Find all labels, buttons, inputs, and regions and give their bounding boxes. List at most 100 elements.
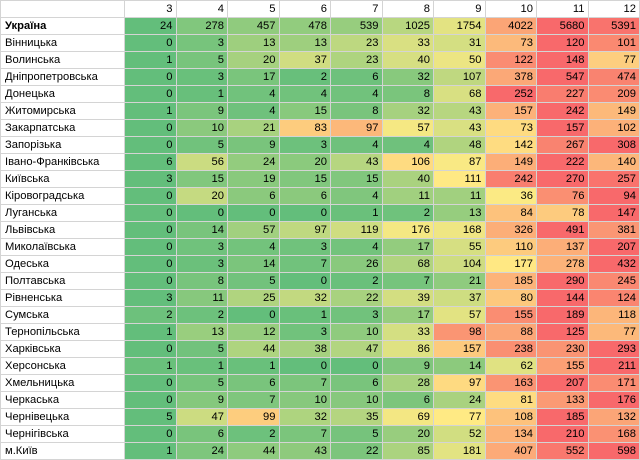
value-cell[interactable]: 0 (124, 340, 177, 358)
value-cell[interactable]: 13 (227, 34, 280, 52)
value-cell[interactable]: 5 (175, 374, 228, 392)
region-name-cell[interactable]: Волинська (0, 51, 125, 69)
value-cell[interactable]: 3 (175, 68, 228, 86)
value-cell[interactable]: 87 (433, 153, 486, 171)
value-cell[interactable]: 17 (227, 68, 280, 86)
value-cell[interactable]: 107 (433, 68, 486, 86)
value-cell[interactable]: 0 (124, 221, 177, 239)
column-header[interactable]: 12 (587, 0, 640, 18)
value-cell[interactable]: 57 (433, 306, 486, 324)
value-cell[interactable]: 10 (330, 391, 383, 409)
value-cell[interactable]: 106 (381, 153, 434, 171)
value-cell[interactable]: 120 (536, 34, 589, 52)
value-cell[interactable]: 227 (536, 85, 589, 103)
value-cell[interactable]: 24 (433, 391, 486, 409)
value-cell[interactable]: 0 (124, 68, 177, 86)
value-cell[interactable]: 474 (587, 68, 640, 86)
value-cell[interactable]: 9 (227, 136, 280, 154)
value-cell[interactable]: 0 (124, 187, 177, 205)
region-name-cell[interactable]: Рівненська (0, 289, 125, 307)
value-cell[interactable]: 230 (536, 340, 589, 358)
value-cell[interactable]: 4 (278, 85, 331, 103)
region-name-cell[interactable]: Запорізька (0, 136, 125, 154)
corner-cell[interactable] (0, 0, 125, 18)
value-cell[interactable]: 5 (227, 272, 280, 290)
value-cell[interactable]: 1 (124, 357, 177, 375)
value-cell[interactable]: 0 (124, 374, 177, 392)
value-cell[interactable]: 0 (124, 272, 177, 290)
region-name-cell[interactable]: м.Київ (0, 442, 125, 460)
region-name-cell[interactable]: Житомирська (0, 102, 125, 120)
value-cell[interactable]: 407 (484, 442, 537, 460)
value-cell[interactable]: 73 (484, 119, 537, 137)
region-name-cell[interactable]: Херсонська (0, 357, 125, 375)
value-cell[interactable]: 8 (381, 85, 434, 103)
value-cell[interactable]: 118 (587, 306, 640, 324)
region-name-cell[interactable]: Дніпропетровська (0, 68, 125, 86)
value-cell[interactable]: 177 (484, 255, 537, 273)
value-cell[interactable]: 97 (278, 221, 331, 239)
value-cell[interactable]: 73 (484, 34, 537, 52)
value-cell[interactable]: 132 (587, 408, 640, 426)
value-cell[interactable]: 1 (124, 442, 177, 460)
value-cell[interactable]: 6 (381, 391, 434, 409)
value-cell[interactable]: 52 (433, 425, 486, 443)
value-cell[interactable]: 278 (175, 17, 228, 35)
value-cell[interactable]: 185 (484, 272, 537, 290)
value-cell[interactable]: 35 (330, 408, 383, 426)
value-cell[interactable]: 43 (433, 102, 486, 120)
value-cell[interactable]: 3 (278, 238, 331, 256)
value-cell[interactable]: 97 (433, 374, 486, 392)
value-cell[interactable]: 207 (587, 238, 640, 256)
value-cell[interactable]: 207 (536, 374, 589, 392)
value-cell[interactable]: 125 (536, 323, 589, 341)
region-name-cell[interactable]: Миколаївська (0, 238, 125, 256)
value-cell[interactable]: 189 (536, 306, 589, 324)
value-cell[interactable]: 76 (536, 187, 589, 205)
value-cell[interactable]: 5 (175, 51, 228, 69)
value-cell[interactable]: 2 (381, 204, 434, 222)
value-cell[interactable]: 39 (381, 289, 434, 307)
value-cell[interactable]: 37 (278, 51, 331, 69)
value-cell[interactable]: 142 (484, 136, 537, 154)
value-cell[interactable]: 36 (484, 187, 537, 205)
value-cell[interactable]: 13 (175, 323, 228, 341)
value-cell[interactable]: 3 (278, 323, 331, 341)
region-name-cell[interactable]: Україна (0, 17, 125, 35)
value-cell[interactable]: 47 (330, 340, 383, 358)
value-cell[interactable]: 24 (124, 17, 177, 35)
value-cell[interactable]: 0 (124, 391, 177, 409)
region-name-cell[interactable]: Полтавська (0, 272, 125, 290)
value-cell[interactable]: 10 (278, 391, 331, 409)
value-cell[interactable]: 32 (278, 289, 331, 307)
value-cell[interactable]: 4 (227, 85, 280, 103)
value-cell[interactable]: 85 (381, 442, 434, 460)
value-cell[interactable]: 15 (175, 170, 228, 188)
value-cell[interactable]: 3 (278, 136, 331, 154)
value-cell[interactable]: 0 (124, 136, 177, 154)
column-header[interactable]: 5 (227, 0, 280, 18)
value-cell[interactable]: 110 (484, 238, 537, 256)
value-cell[interactable]: 1 (330, 204, 383, 222)
value-cell[interactable]: 4 (330, 238, 383, 256)
value-cell[interactable]: 3 (175, 255, 228, 273)
value-cell[interactable]: 77 (587, 323, 640, 341)
value-cell[interactable]: 20 (381, 425, 434, 443)
region-name-cell[interactable]: Київська (0, 170, 125, 188)
value-cell[interactable]: 57 (227, 221, 280, 239)
region-name-cell[interactable]: Черкаська (0, 391, 125, 409)
value-cell[interactable]: 12 (227, 323, 280, 341)
value-cell[interactable]: 257 (587, 170, 640, 188)
value-cell[interactable]: 0 (124, 255, 177, 273)
value-cell[interactable]: 147 (587, 204, 640, 222)
value-cell[interactable]: 17 (381, 306, 434, 324)
value-cell[interactable]: 15 (330, 170, 383, 188)
region-name-cell[interactable]: Чернівецька (0, 408, 125, 426)
value-cell[interactable]: 209 (587, 85, 640, 103)
value-cell[interactable]: 238 (484, 340, 537, 358)
value-cell[interactable]: 6 (330, 68, 383, 86)
value-cell[interactable]: 6 (124, 153, 177, 171)
value-cell[interactable]: 6 (227, 374, 280, 392)
value-cell[interactable]: 6 (278, 187, 331, 205)
value-cell[interactable]: 33 (381, 323, 434, 341)
